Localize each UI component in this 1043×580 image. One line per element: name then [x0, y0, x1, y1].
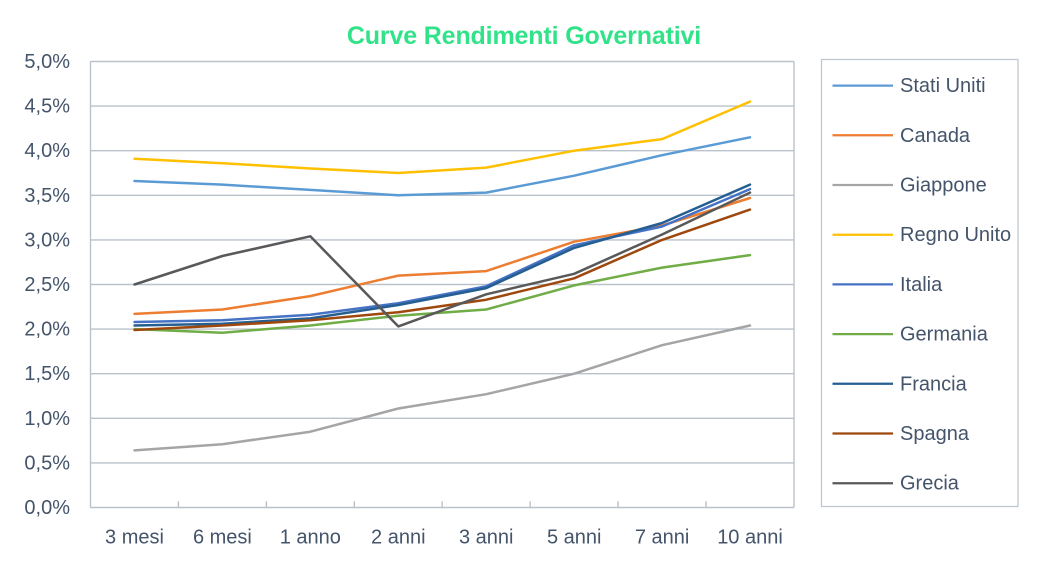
svg-text:Giappone: Giappone [900, 175, 987, 197]
svg-text:6 mesi: 6 mesi [193, 527, 252, 549]
svg-text:Curve Rendimenti Governativi: Curve Rendimenti Governativi [347, 22, 701, 50]
svg-text:2,5%: 2,5% [24, 274, 70, 296]
svg-text:7 anni: 7 anni [635, 527, 690, 549]
svg-text:Grecia: Grecia [900, 473, 960, 495]
svg-text:Spagna: Spagna [900, 423, 970, 445]
svg-text:1,0%: 1,0% [24, 408, 70, 430]
svg-text:Germania: Germania [900, 324, 989, 346]
svg-text:2 anni: 2 anni [371, 527, 426, 549]
svg-text:3,0%: 3,0% [24, 229, 70, 251]
svg-text:3 mesi: 3 mesi [105, 527, 164, 549]
svg-text:1,5%: 1,5% [24, 363, 70, 385]
svg-text:Francia: Francia [900, 373, 968, 395]
svg-text:5 anni: 5 anni [547, 527, 602, 549]
svg-text:Regno Unito: Regno Unito [900, 224, 1011, 246]
svg-text:3 anni: 3 anni [459, 527, 514, 549]
svg-text:0,5%: 0,5% [24, 452, 70, 474]
svg-text:Canada: Canada [900, 125, 971, 147]
svg-text:0,0%: 0,0% [24, 497, 70, 519]
svg-text:4,5%: 4,5% [24, 96, 70, 118]
svg-text:10 anni: 10 anni [717, 527, 783, 549]
svg-text:Stati Uniti: Stati Uniti [900, 75, 986, 97]
svg-text:3,5%: 3,5% [24, 185, 70, 207]
svg-text:4,0%: 4,0% [24, 140, 70, 162]
svg-text:1 anno: 1 anno [280, 527, 341, 549]
svg-text:Italia: Italia [900, 274, 943, 296]
svg-text:5,0%: 5,0% [24, 51, 70, 73]
svg-text:2,0%: 2,0% [24, 319, 70, 341]
